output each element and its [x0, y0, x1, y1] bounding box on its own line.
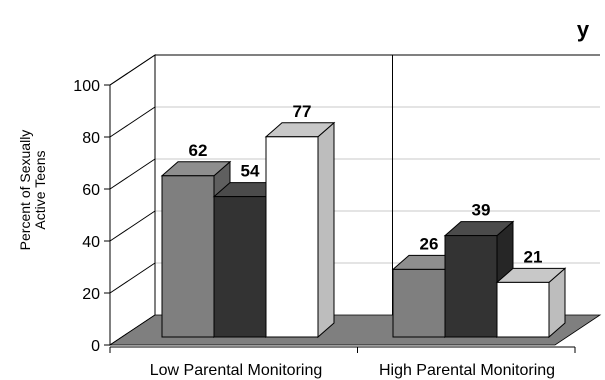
- chart-title-fragment: y: [577, 17, 590, 42]
- y-tick-label: 60: [82, 182, 100, 199]
- bar-front: [392, 268, 446, 338]
- left-wall: [109, 54, 156, 346]
- bar-front: [444, 235, 498, 338]
- y-axis-label-line1: Percent of Sexually: [17, 130, 33, 251]
- bar-side: [317, 121, 335, 339]
- data-labels: 62 54 77 26 39 21: [189, 102, 543, 267]
- data-label: 26: [420, 234, 439, 253]
- bars: [160, 121, 567, 339]
- x-tick-label: Low Parental Monitoring: [150, 362, 323, 379]
- y-tick-label: 80: [82, 130, 100, 147]
- y-tick-label: 40: [82, 234, 100, 251]
- y-tick-label: 100: [73, 78, 100, 95]
- wall-gridline: [109, 158, 156, 190]
- y-tick-label: 20: [82, 286, 100, 303]
- wall-gridline: [109, 210, 156, 242]
- data-label: 54: [241, 162, 260, 181]
- bar-front: [213, 196, 267, 338]
- x-axis: Low Parental Monitoring High Parental Mon…: [109, 346, 576, 379]
- data-label: 39: [472, 201, 491, 220]
- wall-gridline: [109, 106, 156, 138]
- bar-front: [161, 175, 215, 338]
- x-tick-label: High Parental Monitoring: [379, 362, 555, 379]
- bar: [495, 267, 567, 339]
- y-tick-label: 0: [91, 338, 100, 355]
- data-label: 21: [524, 247, 543, 266]
- bar: [264, 121, 336, 339]
- wall-gridline: [109, 54, 156, 86]
- bar-front: [496, 281, 550, 338]
- wall-gridline: [109, 262, 156, 294]
- bar-front: [265, 136, 319, 338]
- y-axis: 0 20 40 60 80 100: [73, 78, 111, 355]
- data-label: 77: [293, 102, 312, 121]
- y-axis-label-line2: Active Teens: [32, 150, 48, 229]
- data-label: 62: [189, 141, 208, 160]
